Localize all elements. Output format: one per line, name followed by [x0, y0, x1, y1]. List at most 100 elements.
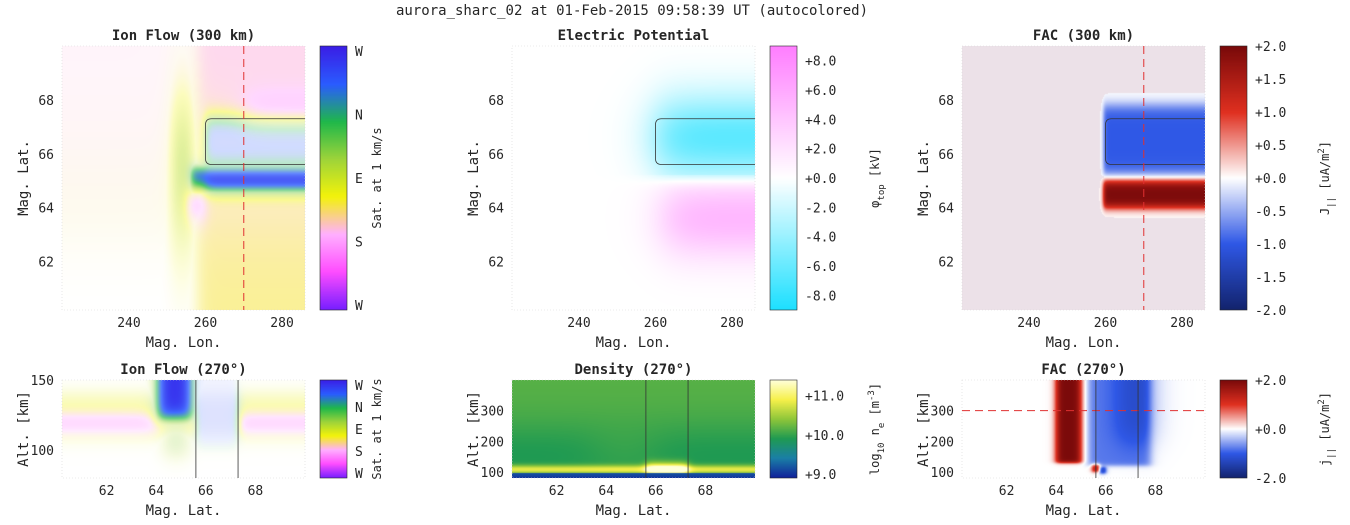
x-tick-label: 66 [648, 484, 664, 499]
colorbar-tick-label: +10.0 [805, 429, 844, 444]
plot-frame [511, 45, 756, 311]
y-axis-label: Alt. [km] [16, 391, 32, 467]
y-tick-label: 200 [931, 435, 954, 450]
y-tick-label: 62 [938, 256, 954, 271]
x-tick-label: 68 [698, 484, 714, 499]
x-tick-label: 260 [1094, 316, 1117, 331]
colorbar-tick-label: W [355, 45, 363, 60]
x-axis-label: Mag. Lon. [596, 335, 672, 351]
ion-flow-270-panel: Ion Flow (270°) 62 64 66 68 100 150 Mag. Lat. Al… [16, 362, 384, 519]
fac-300-title: FAC (300 km) [1033, 28, 1134, 44]
x-tick-label: 280 [1170, 316, 1193, 331]
x-axis-label: Mag. Lon. [146, 335, 222, 351]
colorbar-tick-label: E [355, 423, 363, 438]
colorbar-tick-label: +1.0 [1255, 106, 1286, 121]
ion-flow-300-title: Ion Flow (300 km) [112, 28, 255, 44]
x-tick-label: 62 [999, 484, 1015, 499]
colorbar-tick-label: -2.0 [805, 201, 836, 216]
colorbar-tick-label: +6.0 [805, 84, 836, 99]
y-tick-label: 64 [938, 202, 954, 217]
y-tick-label: 62 [38, 256, 54, 271]
potential-heatmap [512, 46, 755, 310]
colorbar-tick-label: S [355, 236, 363, 251]
x-tick-label: 68 [248, 484, 264, 499]
y-tick-label: 68 [488, 94, 504, 109]
colorbar-tick-label: +2.0 [1255, 40, 1286, 55]
colorbar-tick-label: S [355, 445, 363, 460]
x-tick-label: 240 [567, 316, 590, 331]
x-axis-label: Mag. Lon. [1046, 335, 1122, 351]
density-270-heatmap [512, 380, 755, 478]
x-tick-label: 64 [148, 484, 164, 499]
colorbar-tick-label: -0.5 [1255, 205, 1286, 220]
ion-flow-270-heatmap [62, 380, 305, 478]
colorbar-tick-label: +1.5 [1255, 73, 1286, 88]
x-tick-label: 68 [1148, 484, 1164, 499]
ion-flow-300-panel: Ion Flow (300 km) 240 260 280 62 64 66 68 Mag. L… [16, 28, 384, 351]
ion-flow-270-title: Ion Flow (270°) [120, 362, 246, 378]
colorbar-frame [769, 45, 798, 311]
x-tick-label: 66 [1098, 484, 1114, 499]
colorbar-tick-label: +0.0 [1255, 172, 1286, 187]
ion-flow-300-colorbar [320, 46, 347, 310]
x-axis-label: Mag. Lat. [146, 503, 222, 519]
colorbar-tick-label: -4.0 [805, 231, 836, 246]
y-tick-label: 300 [931, 405, 954, 420]
y-tick-label: 68 [38, 94, 54, 109]
fac-300-heatmap [962, 46, 1205, 310]
colorbar-tick-label: +0.0 [805, 172, 836, 187]
colorbar-tick-label: +0.0 [1255, 423, 1286, 438]
x-tick-label: 64 [598, 484, 614, 499]
potential-colorbar-label: φtop [kV] [868, 148, 887, 208]
density-270-title: Density (270°) [574, 362, 692, 378]
colorbar-tick-label: -1.5 [1255, 271, 1286, 286]
fac-270-title: FAC (270°) [1041, 362, 1125, 378]
y-tick-label: 100 [481, 466, 504, 481]
y-tick-label: 62 [488, 256, 504, 271]
x-tick-label: 62 [549, 484, 565, 499]
y-tick-label: 150 [31, 374, 54, 389]
plot-frame [61, 45, 306, 311]
plot-frame [61, 379, 306, 479]
colorbar-tick-label: E [355, 172, 363, 187]
ion-flow-300-colorbar-label: Sat. at 1 km/s [370, 127, 384, 228]
colorbar-tick-label: +8.0 [805, 55, 836, 70]
ion-flow-270-colorbar-label: Sat. at 1 km/s [370, 378, 384, 479]
colorbar-frame [319, 379, 348, 479]
colorbar-tick-label: +11.0 [805, 390, 844, 405]
y-tick-label: 300 [481, 405, 504, 420]
x-tick-label: 280 [720, 316, 743, 331]
x-tick-label: 240 [117, 316, 140, 331]
arc-boundary-outline [655, 118, 755, 165]
fac-270-panel: FAC (270°) 62 64 66 68 100 200 300 Mag. Lat. Alt.… [916, 362, 1337, 519]
colorbar-tick-label: +4.0 [805, 113, 836, 128]
potential-title: Electric Potential [558, 28, 710, 44]
x-axis-label: Mag. Lat. [1046, 503, 1122, 519]
potential-colorbar [770, 46, 797, 310]
y-axis-label: Alt. [km] [916, 391, 932, 467]
density-270-colorbar-label: log10 ne [m-3] [867, 383, 887, 475]
colorbar-tick-label: -1.0 [1255, 238, 1286, 253]
colorbar-frame [1219, 379, 1248, 479]
x-tick-label: 64 [1048, 484, 1064, 499]
ion-flow-270-colorbar [320, 380, 347, 478]
density-270-panel: Density (270°) 62 64 66 68 100 200 300 Mag. Lat.… [466, 362, 887, 519]
colorbar-tick-label: +2.0 [1255, 374, 1286, 389]
colorbar-tick-label: -2.0 [1255, 472, 1286, 487]
y-tick-label: 64 [38, 202, 54, 217]
ion-flow-300-heatmap [62, 46, 305, 310]
y-axis-label: Mag. Lat. [466, 140, 482, 216]
fac-300-colorbar-label: J|| [uA/m2] [1317, 141, 1337, 215]
colorbar-tick-label: -6.0 [805, 260, 836, 275]
colorbar-frame [769, 379, 798, 479]
plot-frame [511, 379, 756, 479]
colorbar-tick-label: W [355, 467, 363, 482]
x-tick-label: 260 [194, 316, 217, 331]
x-tick-label: 240 [1017, 316, 1040, 331]
x-tick-label: 66 [198, 484, 214, 499]
y-axis-label: Mag. Lat. [916, 140, 932, 216]
y-tick-label: 100 [931, 466, 954, 481]
potential-panel: Electric Potential 240 260 280 62 64 66 68 Mag. … [466, 28, 887, 351]
y-tick-label: 64 [488, 202, 504, 217]
